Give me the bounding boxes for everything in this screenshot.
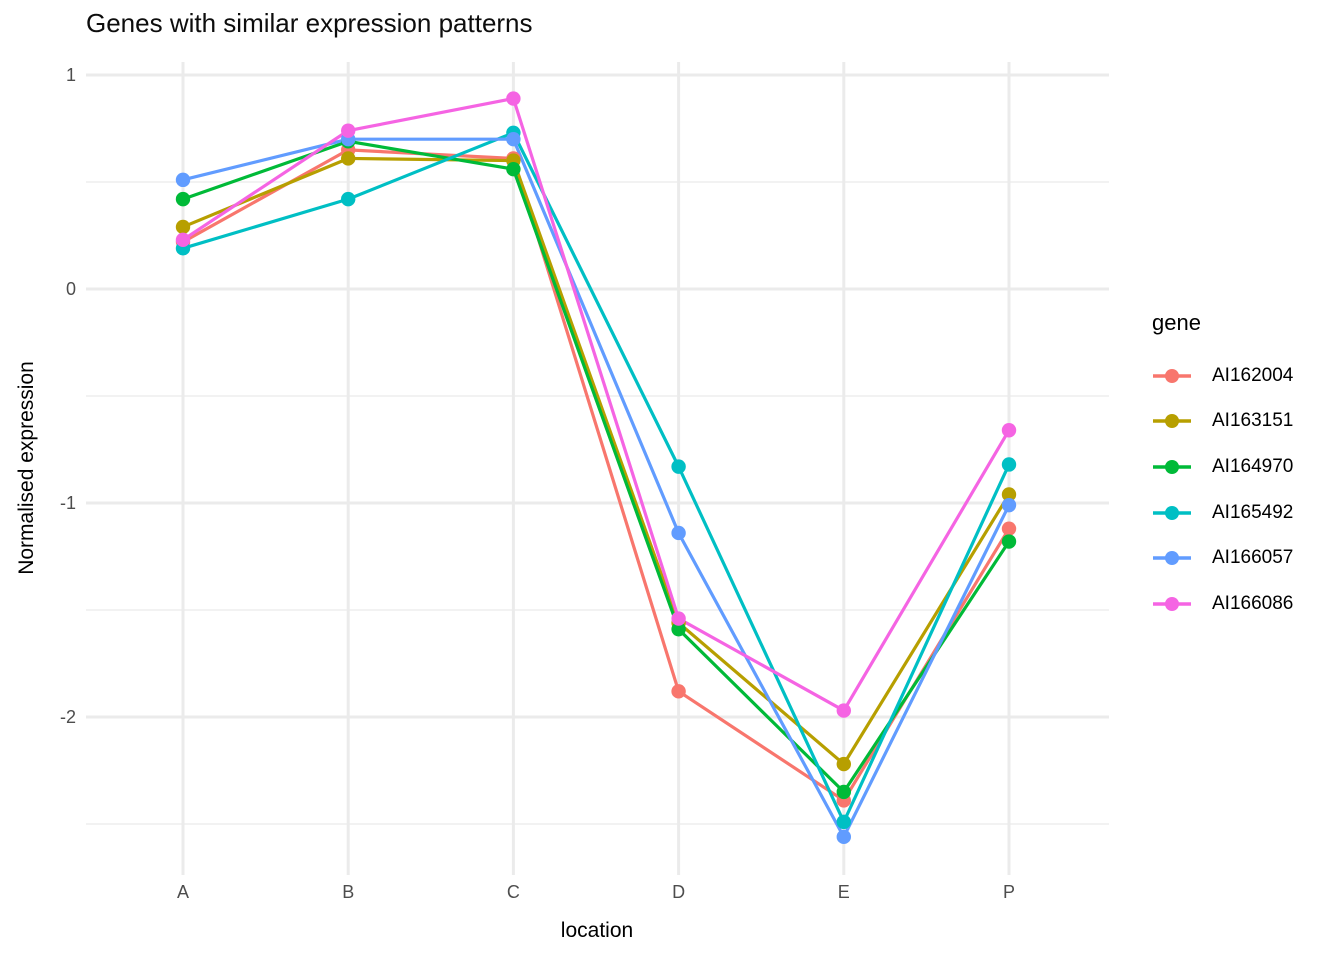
y-tick-label--2: -2: [60, 707, 76, 727]
x-tick-label-E: E: [838, 882, 850, 902]
legend-item-AI163151: AI163151: [1152, 399, 1342, 445]
series-line-AI164970: [181, 139, 1011, 794]
legend-label: AI163151: [1212, 410, 1294, 432]
x-tick-label-C: C: [507, 882, 520, 902]
data-point-AI166086-C: [506, 91, 521, 106]
data-point-AI162004-P: [1001, 521, 1017, 536]
tick-layer: 1 0 -1 -2 A B C D E P: [60, 65, 1015, 902]
legend-key-point: [1165, 414, 1179, 429]
data-point-AI166057-A: [175, 172, 191, 188]
data-point-AI162004-D: [671, 684, 686, 699]
data-point-AI163151-E: [836, 756, 851, 772]
series-line-AI163151: [181, 156, 1011, 766]
data-point-AI166057-D: [671, 525, 686, 541]
series-layer: [175, 91, 1017, 845]
legend-key-point: [1165, 505, 1179, 520]
x-tick-label-B: B: [342, 882, 354, 902]
legend-title: gene: [1152, 310, 1201, 335]
legend-key-point: [1165, 368, 1179, 383]
legend-item-AI162004: AI162004: [1152, 353, 1342, 399]
data-point-AI163151-P: [1001, 487, 1017, 502]
y-tick-label--1: -1: [60, 493, 76, 513]
data-point-AI165492-B: [341, 191, 356, 207]
series-line-AI162004: [181, 148, 1011, 803]
data-point-AI164970-E: [836, 784, 851, 800]
data-point-AI166086-D: [671, 611, 686, 626]
legend-key-icon: [1153, 459, 1191, 474]
data-point-AI166057-P: [1001, 497, 1017, 513]
x-tick-label-A: A: [177, 882, 189, 902]
data-point-AI166086-E: [836, 703, 851, 718]
data-point-AI163151-B: [341, 151, 356, 166]
legend-label: AI164970: [1212, 455, 1294, 477]
data-point-AI164970-A: [175, 191, 191, 207]
data-point-AI165492-D: [671, 459, 686, 474]
legend-key-icon: [1153, 596, 1191, 611]
y-tick-label-0: 0: [66, 279, 76, 299]
legend-items: AI162004 AI163151 AI164970 AI165492 AI166057…: [1152, 353, 1342, 627]
data-point-AI166057-C: [506, 132, 521, 147]
legend-label: AI166057: [1212, 547, 1294, 569]
series-line-AI165492: [181, 131, 1011, 824]
series-line-AI166057: [181, 137, 1011, 839]
data-point-AI164970-P: [1001, 534, 1017, 549]
legend-key-point: [1165, 459, 1179, 474]
legend-key-point: [1165, 596, 1179, 611]
legend-key-icon: [1153, 505, 1191, 520]
legend-key-icon: [1153, 551, 1191, 566]
data-point-AI163151-A: [175, 219, 191, 235]
x-axis-title: location: [561, 919, 633, 942]
legend-item-AI166086: AI166086: [1152, 581, 1342, 627]
x-tick-label-P: P: [1003, 882, 1015, 902]
data-point-AI166086-P: [1001, 423, 1017, 438]
chart-title: Genes with similar expression patterns: [86, 8, 533, 38]
data-point-AI165492-P: [1001, 457, 1017, 472]
data-point-AI166086-A: [175, 232, 191, 247]
y-axis-title: Normalised expression: [15, 361, 38, 575]
x-tick-label-D: D: [672, 882, 685, 902]
data-point-AI165492-E: [836, 814, 851, 830]
legend-label: AI162004: [1212, 364, 1294, 386]
legend: gene AI162004 AI163151 AI164970 AI165492 AI1…: [1152, 308, 1342, 627]
legend-item-AI166057: AI166057: [1152, 535, 1342, 581]
series-line-AI166086: [181, 96, 1011, 713]
legend-item-AI164970: AI164970: [1152, 444, 1342, 490]
data-point-AI164970-D: [671, 622, 686, 637]
legend-key-icon: [1153, 414, 1191, 429]
y-tick-label-1: 1: [66, 65, 76, 85]
legend-label: AI166086: [1212, 592, 1294, 614]
legend-key-icon: [1153, 368, 1191, 383]
legend-key-point: [1165, 551, 1179, 566]
data-point-AI166057-E: [836, 829, 851, 845]
grid-layer: [86, 62, 1109, 875]
data-point-AI164970-C: [506, 161, 521, 177]
data-point-AI166086-B: [341, 123, 356, 138]
legend-label: AI165492: [1212, 501, 1294, 523]
legend-item-AI165492: AI165492: [1152, 490, 1342, 536]
